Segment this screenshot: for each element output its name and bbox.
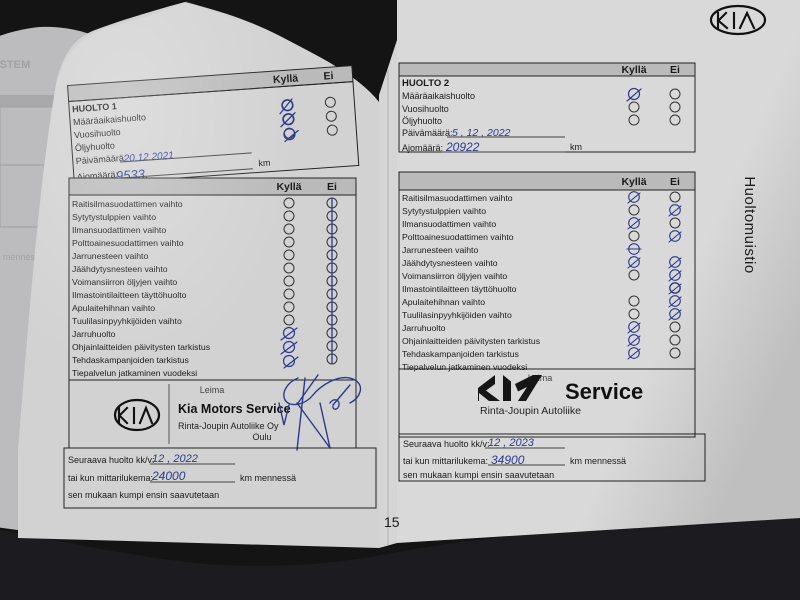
svg-text:SYSTEM: SYSTEM xyxy=(0,59,30,71)
